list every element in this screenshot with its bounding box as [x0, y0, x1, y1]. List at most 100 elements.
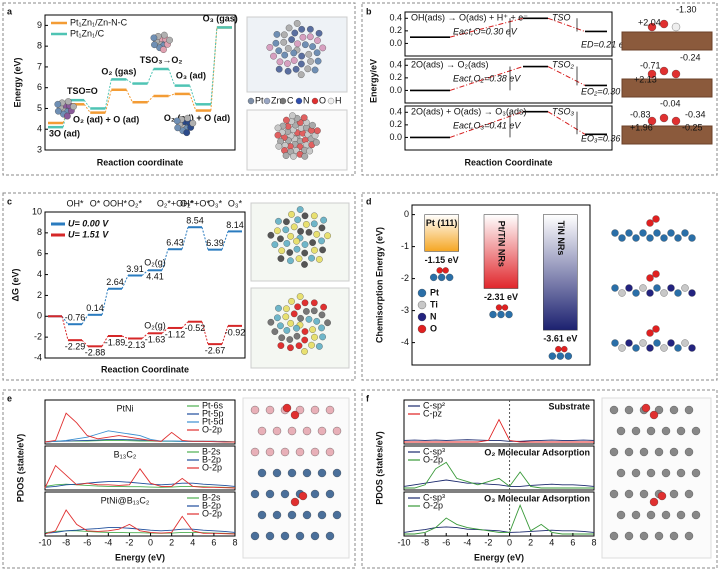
atom — [564, 352, 572, 360]
bar — [543, 214, 578, 331]
atom — [654, 447, 664, 457]
atom — [275, 47, 283, 55]
atom — [257, 510, 267, 520]
atom — [647, 69, 657, 79]
atom — [173, 117, 181, 125]
atom — [653, 229, 661, 237]
pdos-curve — [403, 479, 595, 487]
atom — [624, 405, 634, 415]
atom — [297, 227, 304, 235]
atom — [275, 217, 282, 225]
atom — [669, 489, 679, 499]
plot-frame — [44, 211, 246, 359]
atom — [277, 322, 284, 330]
atom — [676, 468, 686, 478]
atom — [609, 489, 619, 499]
activation-label: Eact,O₂=0.38 eV — [453, 73, 521, 83]
atom — [646, 510, 656, 520]
y-tick-label: 0.0 — [389, 85, 402, 95]
atom — [250, 447, 260, 457]
connector — [449, 17, 524, 38]
atom — [654, 405, 664, 415]
atom — [301, 348, 308, 355]
y-tick-label: -4 — [34, 352, 42, 362]
legend-atom — [327, 97, 335, 105]
atom — [667, 229, 675, 237]
x-tick-label: 2 — [528, 537, 533, 547]
atom — [674, 344, 682, 352]
legend-atom — [417, 288, 427, 298]
atom — [311, 333, 318, 341]
panel-letter: e — [7, 393, 12, 403]
atom — [278, 334, 286, 342]
atom — [184, 114, 191, 122]
atom — [304, 65, 312, 73]
atom — [659, 66, 669, 76]
connector — [125, 89, 133, 103]
value-label: -1.15 eV — [425, 255, 459, 265]
atom — [271, 241, 279, 248]
atom — [296, 206, 304, 213]
atom — [314, 127, 321, 135]
legend-label: N — [303, 95, 310, 105]
connector — [201, 227, 209, 250]
atom — [632, 344, 640, 352]
y-axis-label: PDOS (state/eV) — [15, 434, 25, 503]
atom — [660, 344, 668, 352]
y-tick-label: -3 — [401, 305, 409, 315]
atom — [150, 34, 158, 42]
x-tick-label: -6 — [442, 537, 450, 547]
panel-letter: d — [366, 196, 372, 206]
atom — [297, 314, 304, 322]
atom — [436, 267, 443, 274]
atom — [639, 284, 647, 292]
legend-label: Zn — [271, 95, 282, 105]
atom — [609, 447, 619, 457]
atom — [283, 240, 291, 247]
atom — [313, 317, 321, 325]
atom — [676, 510, 686, 520]
y-tick-label: 6 — [37, 248, 42, 258]
atom — [646, 289, 654, 297]
panel-frame — [361, 2, 718, 176]
atom — [288, 211, 295, 218]
panel-frame — [2, 192, 356, 381]
atom — [489, 310, 497, 319]
atom — [442, 267, 449, 274]
atom — [273, 31, 281, 38]
atom — [189, 119, 197, 127]
category-label: O₃* — [208, 198, 223, 208]
x-tick-label: 2 — [169, 537, 174, 547]
atom — [293, 245, 301, 253]
y-tick-label: 0.4 — [389, 107, 402, 117]
atom — [274, 227, 281, 235]
pdos-curve — [403, 526, 595, 533]
atom — [669, 405, 679, 415]
y-tick-label: 0.2 — [389, 72, 402, 82]
legend-label: B-2s — [202, 446, 221, 456]
value-label: 4.41 — [146, 272, 164, 282]
connector — [210, 27, 218, 105]
atom — [611, 284, 619, 292]
legend-label: O-2p — [202, 424, 222, 434]
atom — [618, 234, 626, 242]
atom — [332, 426, 342, 436]
atom — [293, 332, 301, 340]
y-tick-label: 4 — [37, 124, 42, 134]
atom — [561, 345, 568, 353]
atom — [293, 237, 300, 245]
atom — [688, 234, 696, 242]
y-tick-label: 3 — [37, 144, 42, 154]
category-label: O₂* — [128, 198, 142, 208]
atom — [639, 531, 649, 541]
atom — [681, 284, 689, 292]
category-label: TiN NRs — [556, 221, 566, 256]
atom — [319, 246, 326, 254]
atom — [310, 307, 318, 315]
annotation: O₃ (gas) — [203, 14, 238, 24]
atom — [671, 22, 681, 32]
connector — [168, 93, 175, 97]
atom — [647, 116, 657, 126]
value-label: -2.13 — [125, 340, 146, 350]
